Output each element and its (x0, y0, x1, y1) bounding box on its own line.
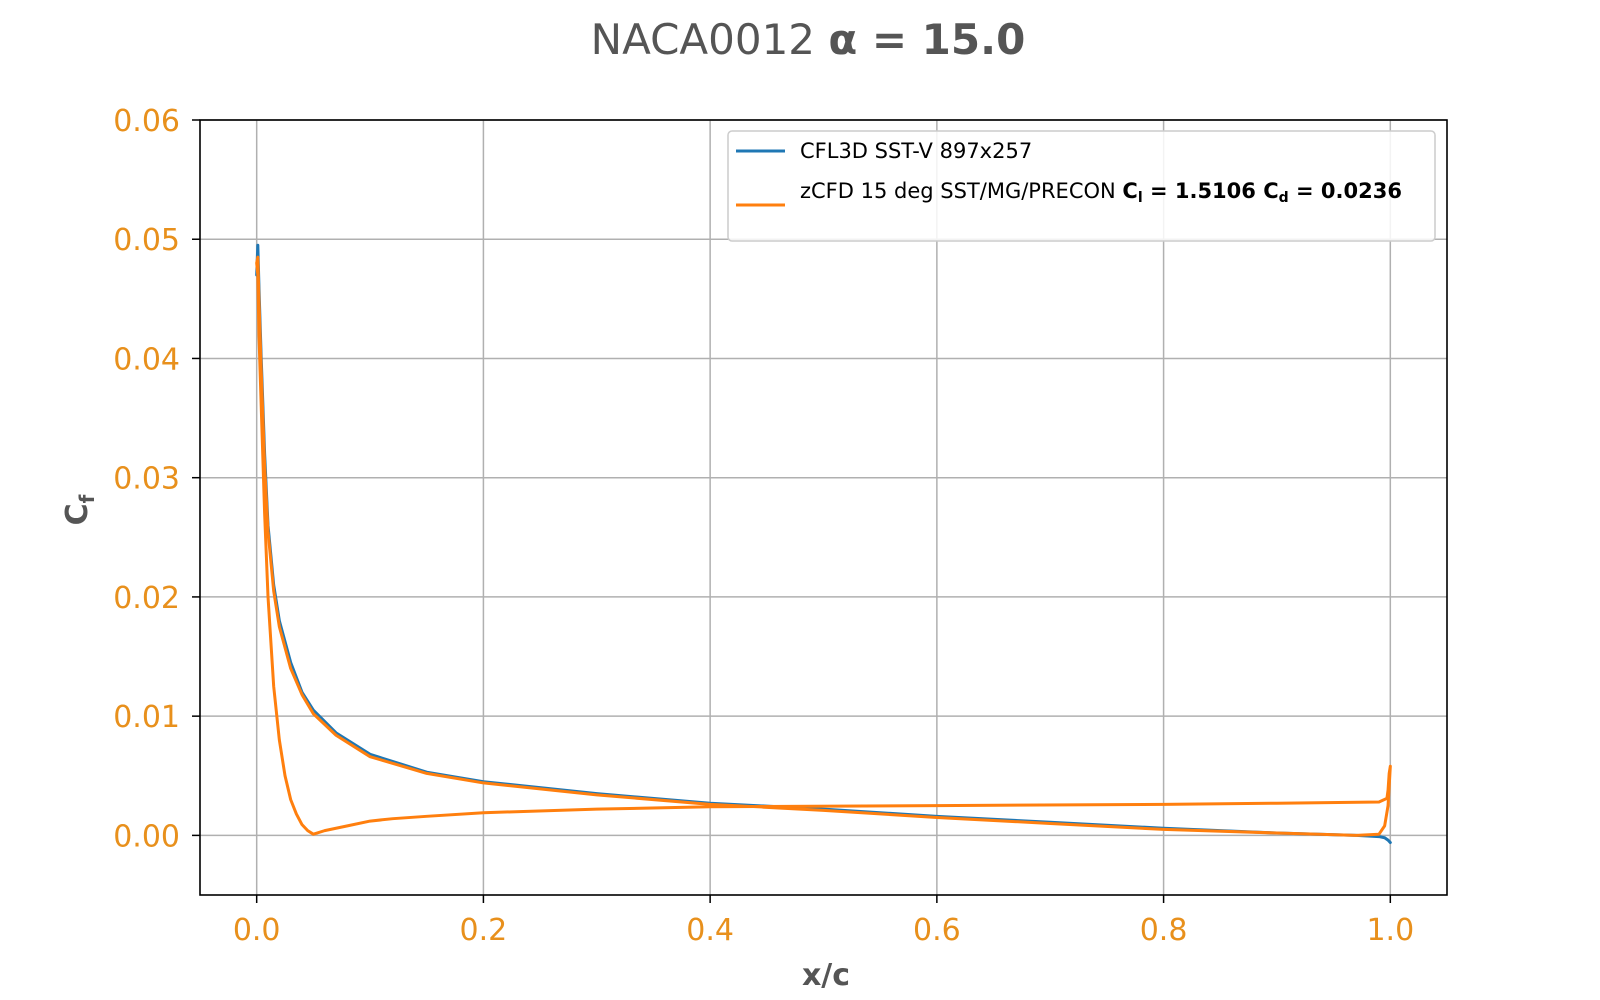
x-tick-label: 0.0 (233, 913, 281, 948)
y-tick-label: 0.03 (113, 462, 180, 497)
x-ticks: 0.0 0.2 0.4 0.6 0.8 1.0 (233, 895, 1414, 948)
chart-title: NACA0012 α = 15.0 (591, 15, 1026, 64)
y-axis-label-base: C (60, 503, 95, 525)
y-tick-label: 0.04 (113, 342, 180, 377)
chart-title-main: NACA0012 (591, 15, 829, 64)
series-line-zcfd (255, 255, 1392, 837)
legend-cl-label: C (1122, 179, 1137, 203)
x-tick-label: 0.6 (913, 913, 961, 948)
chart-title-alpha: α = 15.0 (828, 15, 1025, 64)
legend-cd-sub: d (1279, 190, 1289, 206)
y-tick-label: 0.02 (113, 581, 180, 616)
y-tick-label: 0.01 (113, 700, 180, 735)
legend: CFL3D SST-V 897x257 zCFD 15 deg SST/MG/P… (727, 130, 1436, 242)
legend-box (727, 130, 1436, 242)
y-axis-label: Cf (60, 494, 99, 525)
y-tick-label: 0.05 (113, 223, 180, 258)
y-tick-label: 0.00 (113, 819, 180, 854)
x-tick-label: 0.8 (1140, 913, 1188, 948)
series-layer (255, 243, 1392, 845)
legend-cd-value: = 0.0236 (1289, 179, 1402, 203)
x-tick-label: 1.0 (1366, 913, 1414, 948)
legend-cd-label: C (1263, 179, 1278, 203)
y-axis-label-sub: f (75, 494, 99, 503)
x-tick-label: 0.4 (686, 913, 734, 948)
y-tick-label: 0.06 (113, 104, 180, 139)
legend-zcfd-text: zCFD 15 deg SST/MG/PRECON (800, 179, 1122, 203)
legend-cl-value: = 1.5106 (1143, 179, 1264, 203)
x-axis-label: x/c (802, 958, 850, 993)
series-line-cfl3d (255, 243, 1392, 845)
legend-cl-sub: l (1138, 190, 1143, 206)
legend-label-cfl3d: CFL3D SST-V 897x257 (800, 139, 1032, 163)
plot-frame (199, 119, 1448, 896)
legend-label-zcfd: zCFD 15 deg SST/MG/PRECON Cl = 1.5106 Cd… (800, 179, 1402, 206)
y-ticks: 0.00 0.01 0.02 0.03 0.04 0.05 0.06 (113, 104, 200, 854)
x-tick-label: 0.2 (460, 913, 508, 948)
